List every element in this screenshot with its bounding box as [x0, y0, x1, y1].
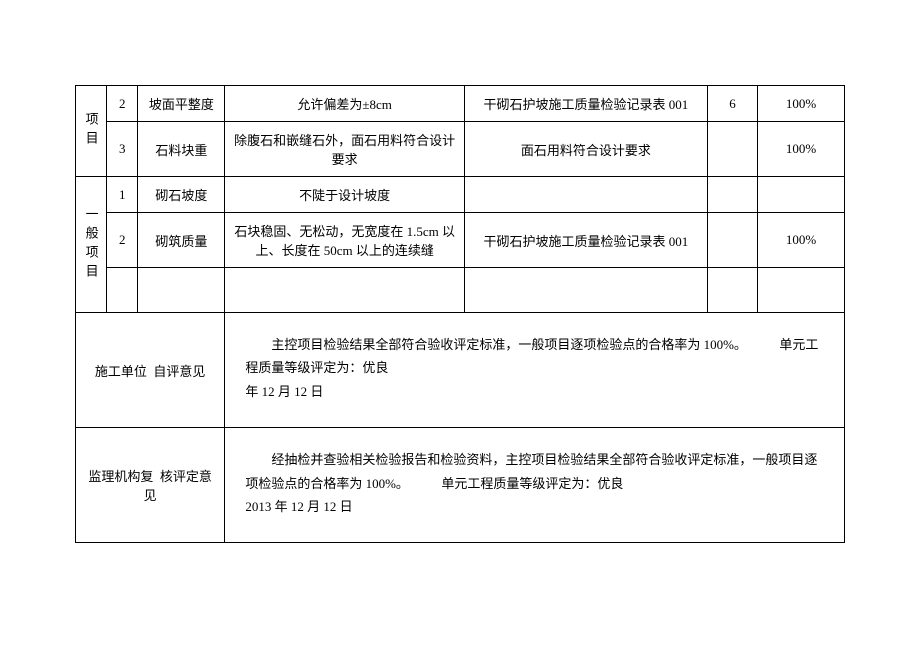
self-evaluation-body: 主控项目检验结果全部符合验收评定标准，一般项目逐项检验点的合格率为 100%。 … [225, 313, 845, 428]
row-count [707, 122, 757, 177]
supervisor-eval-label-line2: 核评定意见 [144, 469, 212, 503]
row-num [107, 268, 138, 313]
row-requirement: 不陡于设计坡度 [225, 177, 465, 213]
row-num: 1 [107, 177, 138, 213]
row-requirement: 石块稳固、无松动，无宽度在 1.5cm 以上、长度在 50cm 以上的连续缝 [225, 213, 465, 268]
self-eval-text1: 主控项目检验结果全部符合验收评定标准，一般项目逐项检验点的合格率为 100%。 … [245, 333, 824, 380]
row-requirement [225, 268, 465, 313]
row-record [464, 268, 707, 313]
row-rate: 100% [758, 213, 845, 268]
row-name: 砌石坡度 [138, 177, 225, 213]
supervisor-eval-text1: 经抽检并查验相关检验报告和检验资料，主控项目检验结果全部符合验收评定标准，一般项… [245, 448, 824, 495]
self-eval-text2: 年 12 月 12 日 [245, 380, 824, 403]
row-requirement: 允许偏差为±8cm [225, 86, 465, 122]
row-count [707, 268, 757, 313]
table-row: 一般项目 1 砌石坡度 不陡于设计坡度 [76, 177, 845, 213]
table-row: 2 砌筑质量 石块稳固、无松动，无宽度在 1.5cm 以上、长度在 50cm 以… [76, 213, 845, 268]
self-evaluation-label: 施工单位 自评意见 [76, 313, 225, 428]
row-rate: 100% [758, 86, 845, 122]
row-rate: 100% [758, 122, 845, 177]
row-rate [758, 268, 845, 313]
row-record: 面石用料符合设计要求 [464, 122, 707, 177]
row-record: 干砌石护坡施工质量检验记录表 001 [464, 86, 707, 122]
row-num: 2 [107, 86, 138, 122]
document-container: 项目 2 坡面平整度 允许偏差为±8cm 干砌石护坡施工质量检验记录表 001 … [0, 0, 920, 583]
table-row: 项目 2 坡面平整度 允许偏差为±8cm 干砌石护坡施工质量检验记录表 001 … [76, 86, 845, 122]
supervisor-evaluation-label: 监理机构复 核评定意见 [76, 428, 225, 543]
supervisor-evaluation-body: 经抽检并查验相关检验报告和检验资料，主控项目检验结果全部符合验收评定标准，一般项… [225, 428, 845, 543]
main-section-label: 项目 [76, 86, 107, 177]
row-count: 6 [707, 86, 757, 122]
row-name: 砌筑质量 [138, 213, 225, 268]
general-section-label: 一般项目 [76, 177, 107, 313]
table-row [76, 268, 845, 313]
row-record: 干砌石护坡施工质量检验记录表 001 [464, 213, 707, 268]
row-num: 3 [107, 122, 138, 177]
self-eval-label-line1: 施工单位 [95, 364, 147, 379]
row-name: 坡面平整度 [138, 86, 225, 122]
inspection-table: 项目 2 坡面平整度 允许偏差为±8cm 干砌石护坡施工质量检验记录表 001 … [75, 85, 845, 543]
row-requirement: 除腹石和嵌缝石外，面石用料符合设计要求 [225, 122, 465, 177]
self-eval-label-line2: 自评意见 [153, 364, 205, 379]
row-record [464, 177, 707, 213]
supervisor-evaluation-row: 监理机构复 核评定意见 经抽检并查验相关检验报告和检验资料，主控项目检验结果全部… [76, 428, 845, 543]
table-row: 3 石料块重 除腹石和嵌缝石外，面石用料符合设计要求 面石用料符合设计要求 10… [76, 122, 845, 177]
row-count [707, 177, 757, 213]
supervisor-eval-label-line1: 监理机构复 [88, 469, 153, 484]
row-count [707, 213, 757, 268]
supervisor-eval-text2: 2013 年 12 月 12 日 [245, 495, 824, 518]
row-rate [758, 177, 845, 213]
self-evaluation-row: 施工单位 自评意见 主控项目检验结果全部符合验收评定标准，一般项目逐项检验点的合… [76, 313, 845, 428]
row-num: 2 [107, 213, 138, 268]
row-name [138, 268, 225, 313]
row-name: 石料块重 [138, 122, 225, 177]
